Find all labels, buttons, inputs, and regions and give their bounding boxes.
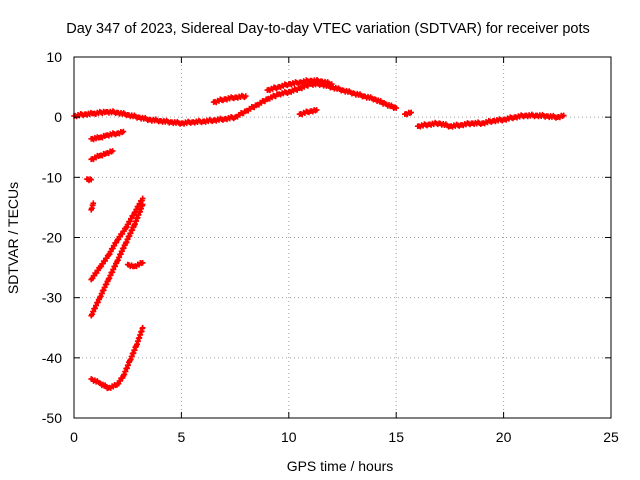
data-markers	[88, 324, 146, 392]
data-markers	[88, 128, 127, 143]
series-segment-short-a	[88, 128, 127, 143]
x-tick-label: 10	[281, 429, 297, 445]
x-tick-label: 0	[70, 429, 78, 445]
data-markers	[88, 200, 97, 213]
series-segment-late-trace	[414, 111, 567, 130]
series-segment-short-d	[88, 200, 97, 213]
series-segment-short-e	[124, 260, 146, 270]
x-tick-label: 20	[496, 429, 512, 445]
ticks	[73, 56, 612, 419]
series-segment-spike-15	[402, 109, 414, 118]
data-markers	[402, 109, 414, 118]
series-segment-steep-lower	[88, 201, 146, 319]
y-tick-label: -50	[42, 410, 62, 426]
y-tick-label: -10	[42, 169, 62, 185]
data-markers	[296, 107, 320, 118]
y-tick-label: -20	[42, 230, 62, 246]
data-markers	[414, 111, 567, 130]
x-tick-label: 15	[388, 429, 404, 445]
data-markers	[84, 176, 94, 184]
data-markers	[210, 92, 249, 106]
data-markers	[88, 148, 116, 163]
y-tick-label: 0	[54, 109, 62, 125]
data-markers	[124, 260, 146, 270]
tick-labels: 0 5 10 15 20 25 10 0 -10 -20 -30 -40 -50	[42, 49, 619, 445]
series-segment-bottom-arc	[88, 324, 146, 392]
y-axis-label: SDTVAR / TECUs	[5, 182, 21, 294]
data-layer	[71, 77, 567, 392]
y-tick-label: -40	[42, 350, 62, 366]
series-segment-steep-upper	[88, 195, 146, 283]
series-segment-short-c	[84, 176, 94, 184]
series-segment-lower-mid	[296, 107, 320, 118]
y-tick-label: 10	[46, 49, 62, 65]
data-markers	[264, 77, 335, 94]
y-tick-label: -30	[42, 290, 62, 306]
series-segment-evening-arc	[210, 92, 249, 106]
series-segment-short-b	[88, 148, 116, 163]
data-markers	[88, 201, 146, 319]
x-axis-label: GPS time / hours	[287, 458, 394, 474]
chart-title: Day 347 of 2023, Sidereal Day-to-day VTE…	[66, 21, 590, 37]
data-markers	[88, 195, 146, 283]
x-tick-label: 5	[178, 429, 186, 445]
x-tick-label: 25	[603, 429, 619, 445]
series-segment-upper-ridge	[264, 77, 335, 94]
